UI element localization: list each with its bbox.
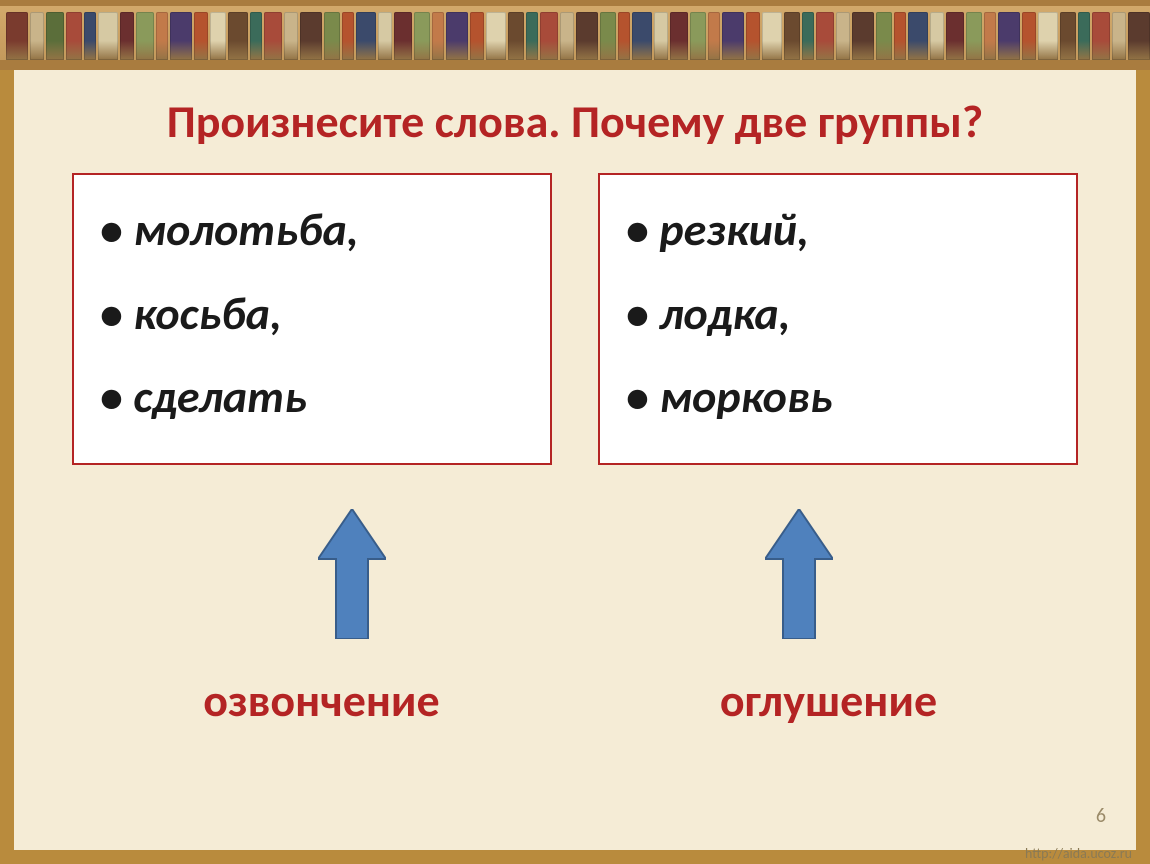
book-spine (632, 12, 652, 60)
bookshelf-header (0, 0, 1150, 70)
book-spine (250, 12, 262, 60)
page-number: 6 (1096, 804, 1106, 828)
book-spine (670, 12, 688, 60)
book-spine (136, 12, 154, 60)
book-spine (784, 12, 800, 60)
left-arrow-wrap (128, 509, 575, 639)
book-spine (46, 12, 64, 60)
book-spine (470, 12, 484, 60)
word-boxes-row: молотьба, косьба, сделать резкий, лодка,… (68, 173, 1082, 465)
book-spine (486, 12, 506, 60)
book-spine (120, 12, 134, 60)
book-spine (722, 12, 744, 60)
book-spine (690, 12, 706, 60)
book-spine (946, 12, 964, 60)
book-spine (156, 12, 168, 60)
book-spine (98, 12, 118, 60)
book-spine (300, 12, 322, 60)
list-item: косьба, (100, 273, 528, 357)
book-spine (228, 12, 248, 60)
list-item: резкий, (626, 189, 1054, 273)
left-word-box: молотьба, косьба, сделать (72, 173, 552, 465)
book-spine (66, 12, 82, 60)
book-spine (378, 12, 392, 60)
book-spine (264, 12, 282, 60)
book-spine (618, 12, 630, 60)
book-spine (762, 12, 782, 60)
book-spine (852, 12, 874, 60)
book-spine (1060, 12, 1076, 60)
book-spine (1038, 12, 1058, 60)
list-item: сделать (100, 356, 528, 440)
right-arrow-wrap (575, 509, 1022, 639)
arrow-up-icon (765, 509, 833, 639)
book-spine (1092, 12, 1110, 60)
book-spine (836, 12, 850, 60)
watermark-text: http://aida.ucoz.ru (1025, 845, 1132, 862)
book-spine (600, 12, 616, 60)
book-spine (930, 12, 944, 60)
book-spine (356, 12, 376, 60)
book-spine (984, 12, 996, 60)
list-item: молотьба, (100, 189, 528, 273)
book-spine (6, 12, 28, 60)
book-spine (414, 12, 430, 60)
book-spine (526, 12, 538, 60)
book-spine (746, 12, 760, 60)
book-spine (966, 12, 982, 60)
book-spine (210, 12, 226, 60)
right-label-wrap: оглушение (575, 673, 1082, 729)
list-item: морковь (626, 356, 1054, 440)
book-spine (894, 12, 906, 60)
book-spine (708, 12, 720, 60)
book-spine (654, 12, 668, 60)
book-spine (1078, 12, 1090, 60)
book-spine (998, 12, 1020, 60)
slide-title: Произнесите слова. Почему две группы? (68, 96, 1082, 149)
left-category-label: озвончение (203, 673, 439, 729)
book-spine (432, 12, 444, 60)
book-spine (284, 12, 298, 60)
arrows-row (68, 509, 1082, 639)
book-spine (802, 12, 814, 60)
book-spine (876, 12, 892, 60)
book-spine (170, 12, 192, 60)
left-label-wrap: озвончение (68, 673, 575, 729)
list-item: лодка, (626, 273, 1054, 357)
book-spine (84, 12, 96, 60)
right-category-label: оглушение (720, 673, 937, 729)
book-spine (342, 12, 354, 60)
book-spine (508, 12, 524, 60)
book-spine (194, 12, 208, 60)
book-spine (816, 12, 834, 60)
content-area: Произнесите слова. Почему две группы? мо… (0, 70, 1150, 864)
book-spine (30, 12, 44, 60)
book-spine (446, 12, 468, 60)
book-spine (576, 12, 598, 60)
book-spine (1112, 12, 1126, 60)
arrow-up-icon (318, 509, 386, 639)
book-spine (1022, 12, 1036, 60)
book-spine (324, 12, 340, 60)
book-spine (540, 12, 558, 60)
book-spine (560, 12, 574, 60)
bookshelf-spines (0, 6, 1150, 60)
slide: Произнесите слова. Почему две группы? мо… (0, 0, 1150, 864)
book-spine (908, 12, 928, 60)
labels-row: озвончение оглушение (68, 673, 1082, 729)
book-spine (1128, 12, 1150, 60)
right-word-box: резкий, лодка, морковь (598, 173, 1078, 465)
book-spine (394, 12, 412, 60)
